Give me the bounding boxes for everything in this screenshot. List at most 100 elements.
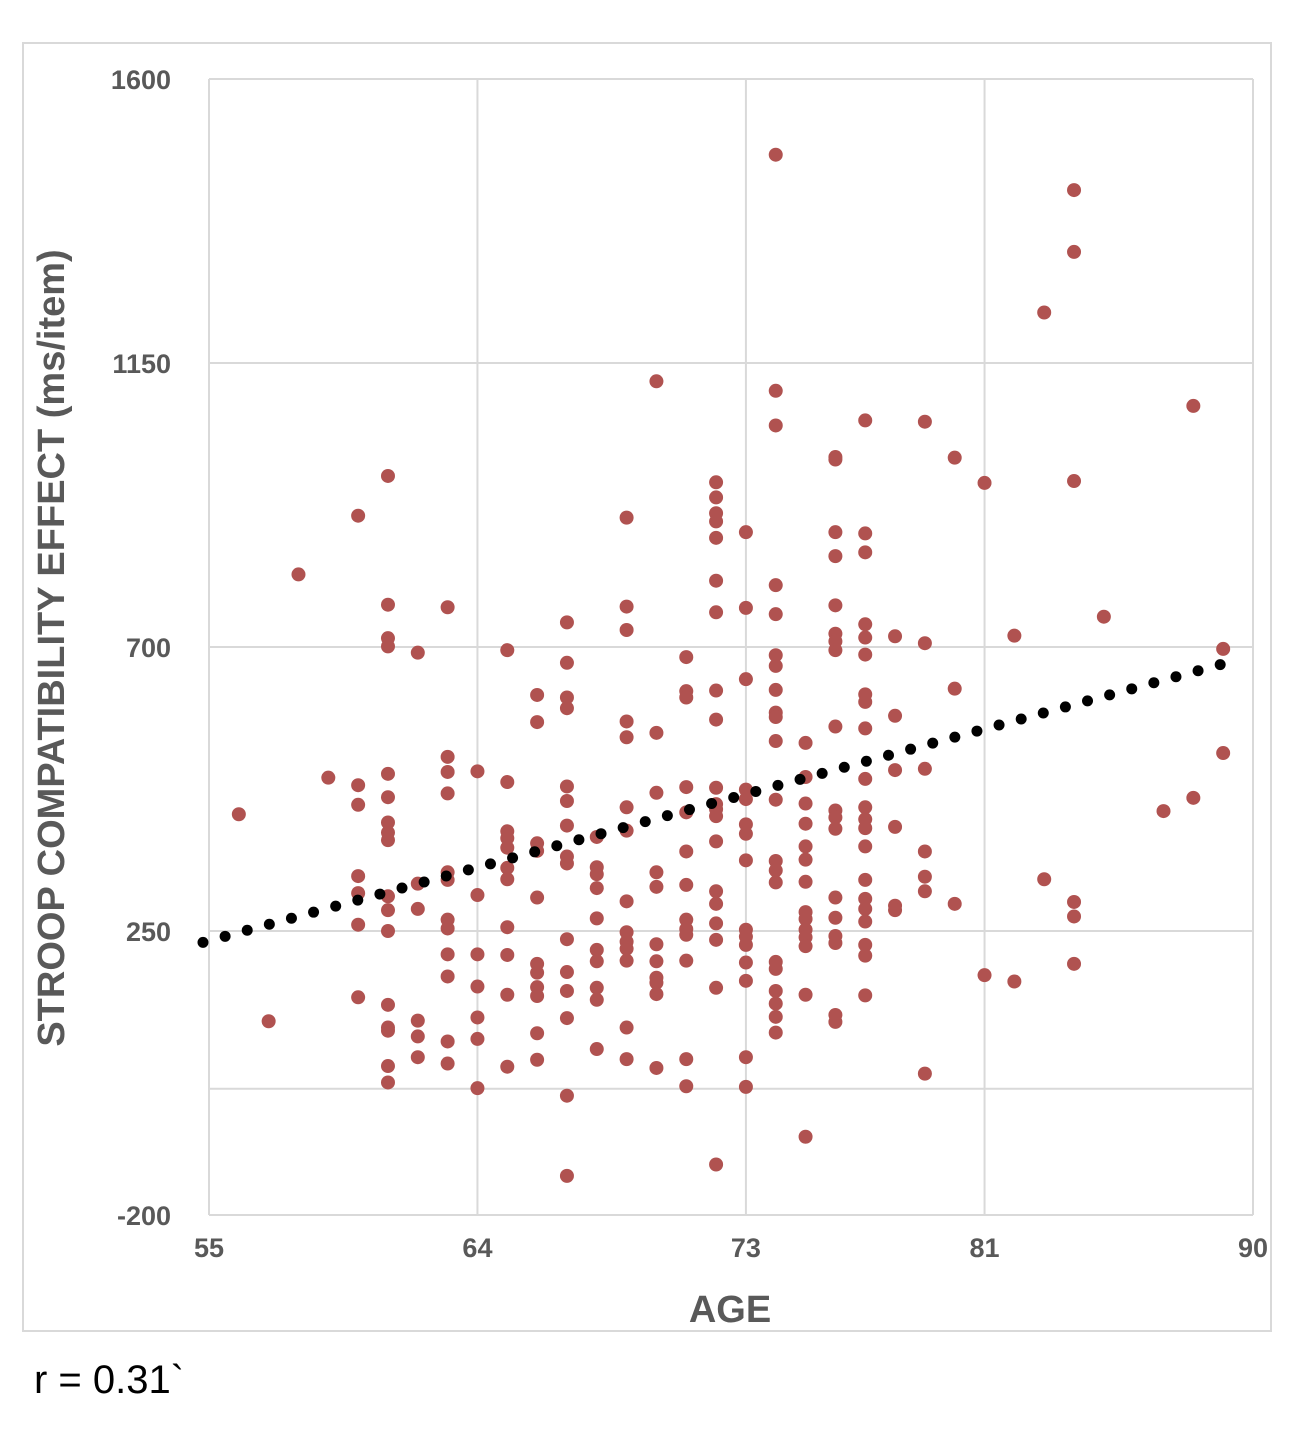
data-point [500,860,515,875]
data-point [679,1052,694,1067]
data-point [500,872,515,887]
data-point [559,818,574,833]
trendline-dot [683,804,695,816]
trendline-dot [595,828,607,840]
trendline-dot [241,924,253,936]
trendline-dot [352,894,364,906]
x-tick-label: 90 [1238,1233,1268,1263]
data-point [559,1088,574,1103]
data-point [709,916,724,931]
data-point [649,937,664,952]
data-point [798,1129,813,1144]
trendline-dot [197,936,209,948]
data-point [858,721,873,736]
grid-lines [208,78,1254,1216]
data-point [679,877,694,892]
data-point [798,912,813,927]
data-point [530,715,545,730]
data-point [649,879,664,894]
data-point [1156,804,1171,819]
data-point [738,937,753,952]
data-point [500,1059,515,1074]
data-point [559,690,574,705]
y-tick-label: 250 [126,917,171,947]
trendline-dot [1015,713,1027,725]
data-point [828,598,843,613]
trendline-dot [927,737,939,749]
x-tick-label: 81 [970,1233,1000,1263]
data-point [470,888,485,903]
data-point [679,690,694,705]
data-point [380,1023,395,1038]
data-point [470,947,485,962]
data-point [559,615,574,630]
data-point [858,545,873,560]
data-point [858,630,873,645]
data-point [947,450,962,465]
data-point [619,714,634,729]
data-point [351,869,366,884]
trendline-dot [330,900,342,912]
data-point [380,903,395,918]
data-point [679,780,694,795]
data-point [738,1050,753,1065]
data-point [649,954,664,969]
data-point [1216,746,1231,761]
data-point [1007,974,1022,989]
y-tick-label: 700 [126,633,171,663]
data-point [410,645,425,660]
data-point [768,792,783,807]
data-point [649,1060,664,1075]
data-point [619,800,634,815]
data-point [858,413,873,428]
data-point [798,987,813,1002]
data-point [1067,183,1082,198]
trendline-dot [1082,695,1094,707]
data-point [440,921,455,936]
data-point [589,942,604,957]
data-point [798,939,813,954]
x-tick-label: 55 [194,1233,224,1263]
data-point [380,790,395,805]
data-point [619,1020,634,1035]
trendline-dot [462,864,474,876]
trendline-dot [882,749,894,761]
data-point [858,694,873,709]
data-point [500,643,515,658]
data-point [709,475,724,490]
data-point [649,987,664,1002]
data-point [858,617,873,632]
data-point [530,1052,545,1067]
data-point [858,526,873,541]
data-point [828,525,843,540]
data-point [1037,872,1052,887]
data-point [709,834,724,849]
data-point [559,965,574,980]
data-point [1067,894,1082,909]
data-point [261,1014,276,1029]
data-point [470,1010,485,1025]
data-point [589,881,604,896]
data-point [917,869,932,884]
data-point [828,452,843,467]
data-point [798,796,813,811]
x-tick-label: 73 [731,1233,761,1263]
trendline-dot [484,858,496,870]
data-point [619,599,634,614]
data-point [559,1011,574,1026]
data-point [619,894,634,909]
data-point [858,647,873,662]
data-point [828,643,843,658]
data-point [380,815,395,830]
data-point [1186,790,1201,805]
trendline-dot [1170,671,1182,683]
data-point [709,896,724,911]
data-point [888,903,903,918]
trendline-dot [507,852,519,864]
data-point [709,490,724,505]
data-point [858,948,873,963]
data-point [768,648,783,663]
data-point [380,924,395,938]
data-point [649,865,664,880]
data-point [828,935,843,950]
